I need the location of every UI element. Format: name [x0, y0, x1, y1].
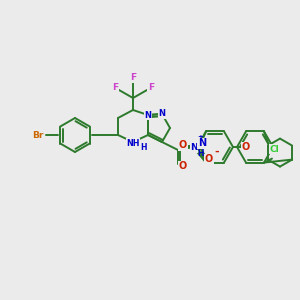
Text: H: H — [140, 143, 146, 152]
Text: F: F — [112, 82, 118, 91]
Text: N: N — [158, 110, 166, 118]
Text: N: N — [198, 138, 206, 148]
Text: O: O — [179, 140, 187, 150]
Text: -: - — [214, 146, 219, 156]
Text: +: + — [197, 134, 203, 140]
Text: F: F — [130, 74, 136, 82]
Text: N: N — [145, 110, 152, 119]
Text: Cl: Cl — [269, 145, 279, 154]
Text: N: N — [190, 143, 198, 152]
Text: Br: Br — [32, 130, 44, 140]
Text: O: O — [242, 142, 250, 152]
Text: O: O — [179, 161, 187, 171]
Text: H: H — [198, 149, 204, 158]
Text: NH: NH — [126, 139, 140, 148]
Text: O: O — [205, 154, 213, 164]
Text: F: F — [148, 82, 154, 91]
